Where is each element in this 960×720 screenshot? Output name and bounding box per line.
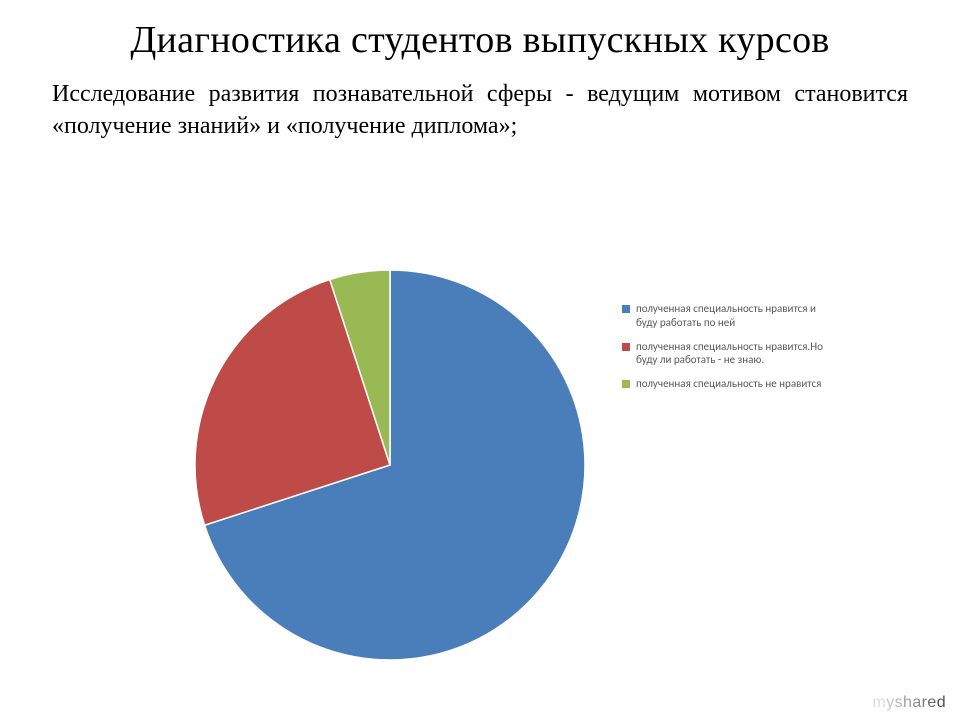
legend-label: полученная специальность не нравится	[636, 377, 821, 391]
legend-label: полученная специальность нравится.Но буд…	[636, 340, 826, 368]
legend-label: полученная специальность нравится и буду…	[636, 302, 826, 330]
slide: Диагностика студентов выпускных курсов И…	[0, 0, 960, 720]
chart-legend: полученная специальность нравится и буду…	[622, 302, 922, 401]
legend-item: полученная специальность не нравится	[622, 377, 922, 391]
legend-swatch	[622, 305, 630, 313]
page-title: Диагностика студентов выпускных курсов	[0, 0, 960, 72]
pie-svg	[180, 255, 600, 675]
legend-item: полученная специальность нравится.Но буд…	[622, 340, 922, 368]
legend-swatch	[622, 343, 630, 351]
subtitle-text: Исследование развития познавательной сфе…	[0, 72, 960, 143]
legend-swatch	[622, 380, 630, 388]
watermark: myshared	[872, 694, 946, 712]
legend-item: полученная специальность нравится и буду…	[622, 302, 922, 330]
